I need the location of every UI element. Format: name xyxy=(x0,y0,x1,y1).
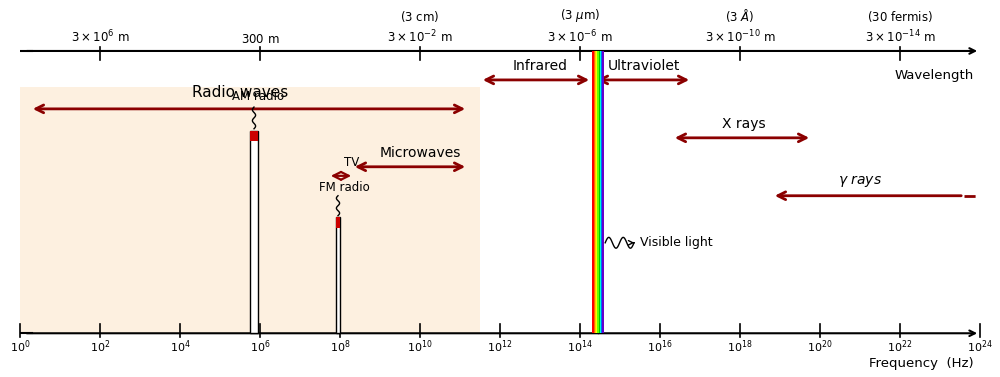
Text: $3 \times 10^{-2}$ m: $3 \times 10^{-2}$ m xyxy=(387,29,453,46)
Text: $10^{16}$: $10^{16}$ xyxy=(647,339,673,355)
Text: $10^{22}$: $10^{22}$ xyxy=(887,339,913,355)
Text: $10^{10}$: $10^{10}$ xyxy=(407,339,433,355)
Text: $3 \times 10^{-6}$ m: $3 \times 10^{-6}$ m xyxy=(547,29,613,46)
Text: $300$ m: $300$ m xyxy=(241,32,279,46)
Text: $(3\ \mu$m$)$: $(3\ \mu$m$)$ xyxy=(560,7,600,24)
Bar xyxy=(599,51,600,333)
Text: $3 \times 10^{-14}$ m: $3 \times 10^{-14}$ m xyxy=(865,29,935,46)
Bar xyxy=(594,51,595,333)
Bar xyxy=(336,218,340,228)
Text: Visible light: Visible light xyxy=(640,236,713,249)
Text: X rays: X rays xyxy=(722,116,766,130)
Text: Microwaves: Microwaves xyxy=(379,146,461,159)
Text: AM radio: AM radio xyxy=(232,90,284,103)
Text: $3 \times 10^6$ m: $3 \times 10^6$ m xyxy=(71,29,129,46)
Text: Wavelength: Wavelength xyxy=(895,69,974,82)
Text: $10^{20}$: $10^{20}$ xyxy=(807,339,833,355)
Bar xyxy=(250,130,258,141)
Text: $10^{14}$: $10^{14}$ xyxy=(567,339,593,355)
Bar xyxy=(601,51,602,333)
Text: Infrared: Infrared xyxy=(512,59,568,73)
Text: $(30$ fermis$)$: $(30$ fermis$)$ xyxy=(867,9,933,24)
Text: Frequency  (Hz): Frequency (Hz) xyxy=(869,357,974,370)
Text: $10^{6}$: $10^{6}$ xyxy=(250,339,270,355)
Text: FM radio: FM radio xyxy=(319,181,369,194)
Bar xyxy=(20,87,480,333)
Bar xyxy=(336,218,340,333)
Bar xyxy=(250,130,258,333)
Text: $10^{4}$: $10^{4}$ xyxy=(170,339,190,355)
Text: $10^{8}$: $10^{8}$ xyxy=(330,339,350,355)
Text: $10^{18}$: $10^{18}$ xyxy=(727,339,753,355)
Bar xyxy=(595,51,596,333)
Text: Radio waves: Radio waves xyxy=(192,85,288,100)
Bar xyxy=(602,51,604,333)
Text: $(3$ cm$)$: $(3$ cm$)$ xyxy=(400,9,440,24)
Bar xyxy=(592,51,594,333)
Text: $3 \times 10^{-10}$ m: $3 \times 10^{-10}$ m xyxy=(705,29,775,46)
Text: TV: TV xyxy=(344,156,360,169)
Text: $10^{2}$: $10^{2}$ xyxy=(90,339,110,355)
Text: Ultraviolet: Ultraviolet xyxy=(608,59,680,73)
Text: $10^{12}$: $10^{12}$ xyxy=(487,339,513,355)
Bar xyxy=(600,51,601,333)
Text: $10^{0}$: $10^{0}$ xyxy=(10,339,30,355)
Bar xyxy=(596,51,597,333)
Text: $(3\ \AA)$: $(3\ \AA)$ xyxy=(725,7,755,24)
Text: $\gamma$ rays: $\gamma$ rays xyxy=(838,173,882,188)
Text: $10^{24}$: $10^{24}$ xyxy=(967,339,993,355)
Bar xyxy=(597,51,599,333)
